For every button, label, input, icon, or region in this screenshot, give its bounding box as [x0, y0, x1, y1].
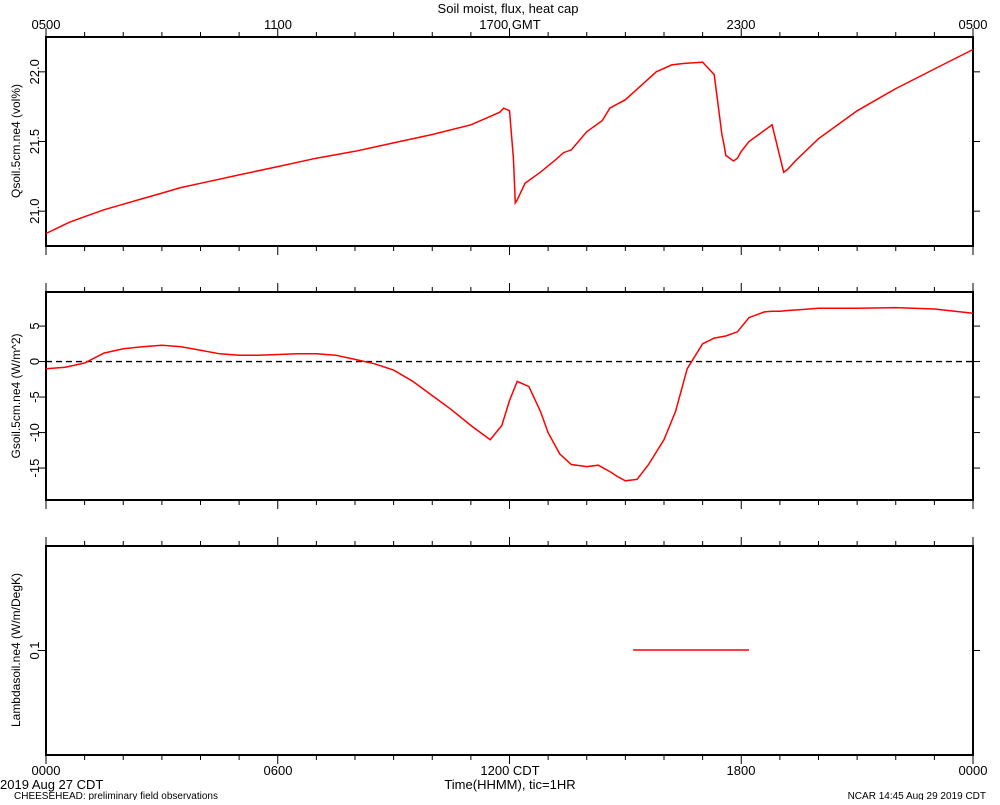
flux-ytick-label: -15: [27, 459, 42, 478]
chart-marks: 21.0 21.5 22.0 -15 -10 -5 0 5 0.1: [27, 28, 980, 764]
flux-ytick-label: 0: [27, 358, 42, 365]
flux-series-line: [45, 306, 974, 482]
top-tick-label: 2300: [727, 17, 756, 32]
date-label: 2019 Aug 27 CDT: [0, 777, 103, 792]
moisture-ylabel: Qsoil.5cm.ne4 (vol%): [9, 84, 23, 198]
ncar-stamp: NCAR 14:45 Aug 29 2019 CDT: [848, 791, 986, 800]
moisture-ytick-label: 21.5: [27, 129, 42, 154]
chart-title: Soil moist, flux, heat cap: [438, 1, 579, 16]
bottom-tick-label: 1200 CDT: [480, 763, 539, 778]
conductivity-panel-frame: [45, 545, 974, 756]
bottom-tick-label: 0000: [32, 763, 61, 778]
bottom-tick-label: 0000: [959, 763, 988, 778]
moisture-panel-frame: [45, 36, 974, 247]
flux-panel-frame: [45, 291, 974, 501]
bottom-tick-label: 1800: [727, 763, 756, 778]
conductivity-ylabel: Lambdasoil.ne4 (W/m/DegK): [9, 573, 23, 727]
moisture-series-line: [45, 48, 974, 235]
project-note: CHEESEHEAD: preliminary field observatio…: [14, 791, 218, 800]
top-tick-label: 0500: [959, 17, 988, 32]
moisture-ytick-label: 21.0: [27, 199, 42, 224]
flux-ytick-label: 5: [27, 322, 42, 329]
conductivity-ytick-label: 0.1: [27, 641, 42, 659]
top-tick-label: 1100: [264, 17, 292, 32]
x-axis-label: Time(HHMM), tic=1HR: [444, 777, 575, 792]
top-tick-label: 1700 GMT: [479, 17, 540, 32]
flux-ytick-label: -10: [27, 423, 42, 442]
top-tick-label: 0500: [32, 17, 61, 32]
flux-ylabel: Gsoil.5cm.ne4 (W/m^2): [9, 334, 23, 459]
flux-ytick-label: -5: [27, 391, 42, 403]
bottom-tick-label: 0600: [264, 763, 293, 778]
moisture-ytick-label: 22.0: [27, 59, 42, 84]
